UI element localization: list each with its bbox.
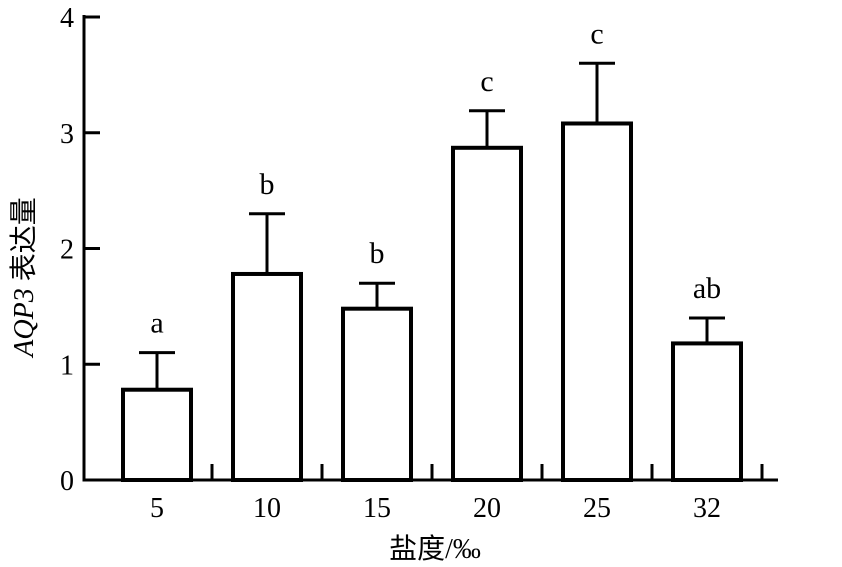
y-axis-label-text: 表达量 — [8, 197, 40, 288]
significance-label: b — [370, 237, 385, 270]
y-tick-label: 1 — [60, 350, 74, 381]
x-tick-label: 10 — [253, 493, 281, 524]
y-tick-label: 3 — [60, 119, 74, 150]
y-tick-label: 2 — [60, 235, 74, 266]
y-tick-label: 4 — [60, 3, 74, 34]
y-axis-label-gene: AQP3 — [9, 288, 40, 358]
x-tick-labels: 5 10 15 20 25 32 — [150, 493, 721, 524]
y-tick-labels: 0 1 2 3 4 — [60, 3, 74, 497]
y-tick-label: 0 — [60, 466, 74, 497]
significance-label: a — [150, 307, 163, 340]
bar — [231, 271, 303, 482]
bar — [451, 145, 523, 483]
x-tick-label: 5 — [150, 493, 164, 524]
x-tick-label: 25 — [583, 493, 611, 524]
bar — [671, 341, 743, 483]
significance-label: c — [590, 17, 603, 50]
x-tick-label: 15 — [363, 493, 391, 524]
y-axis-label: AQP3 表达量 — [8, 197, 40, 358]
significance-label: b — [260, 168, 275, 201]
x-axis-label: 盐度/‰ — [389, 533, 481, 565]
bar — [561, 121, 633, 483]
x-tick-label: 32 — [693, 493, 721, 524]
error-bars — [139, 61, 725, 390]
bars — [121, 121, 743, 483]
bar — [121, 387, 193, 482]
bar — [341, 306, 413, 482]
significance-label: ab — [693, 272, 721, 305]
x-tick-label: 20 — [473, 493, 501, 524]
significance-label: c — [480, 65, 493, 98]
